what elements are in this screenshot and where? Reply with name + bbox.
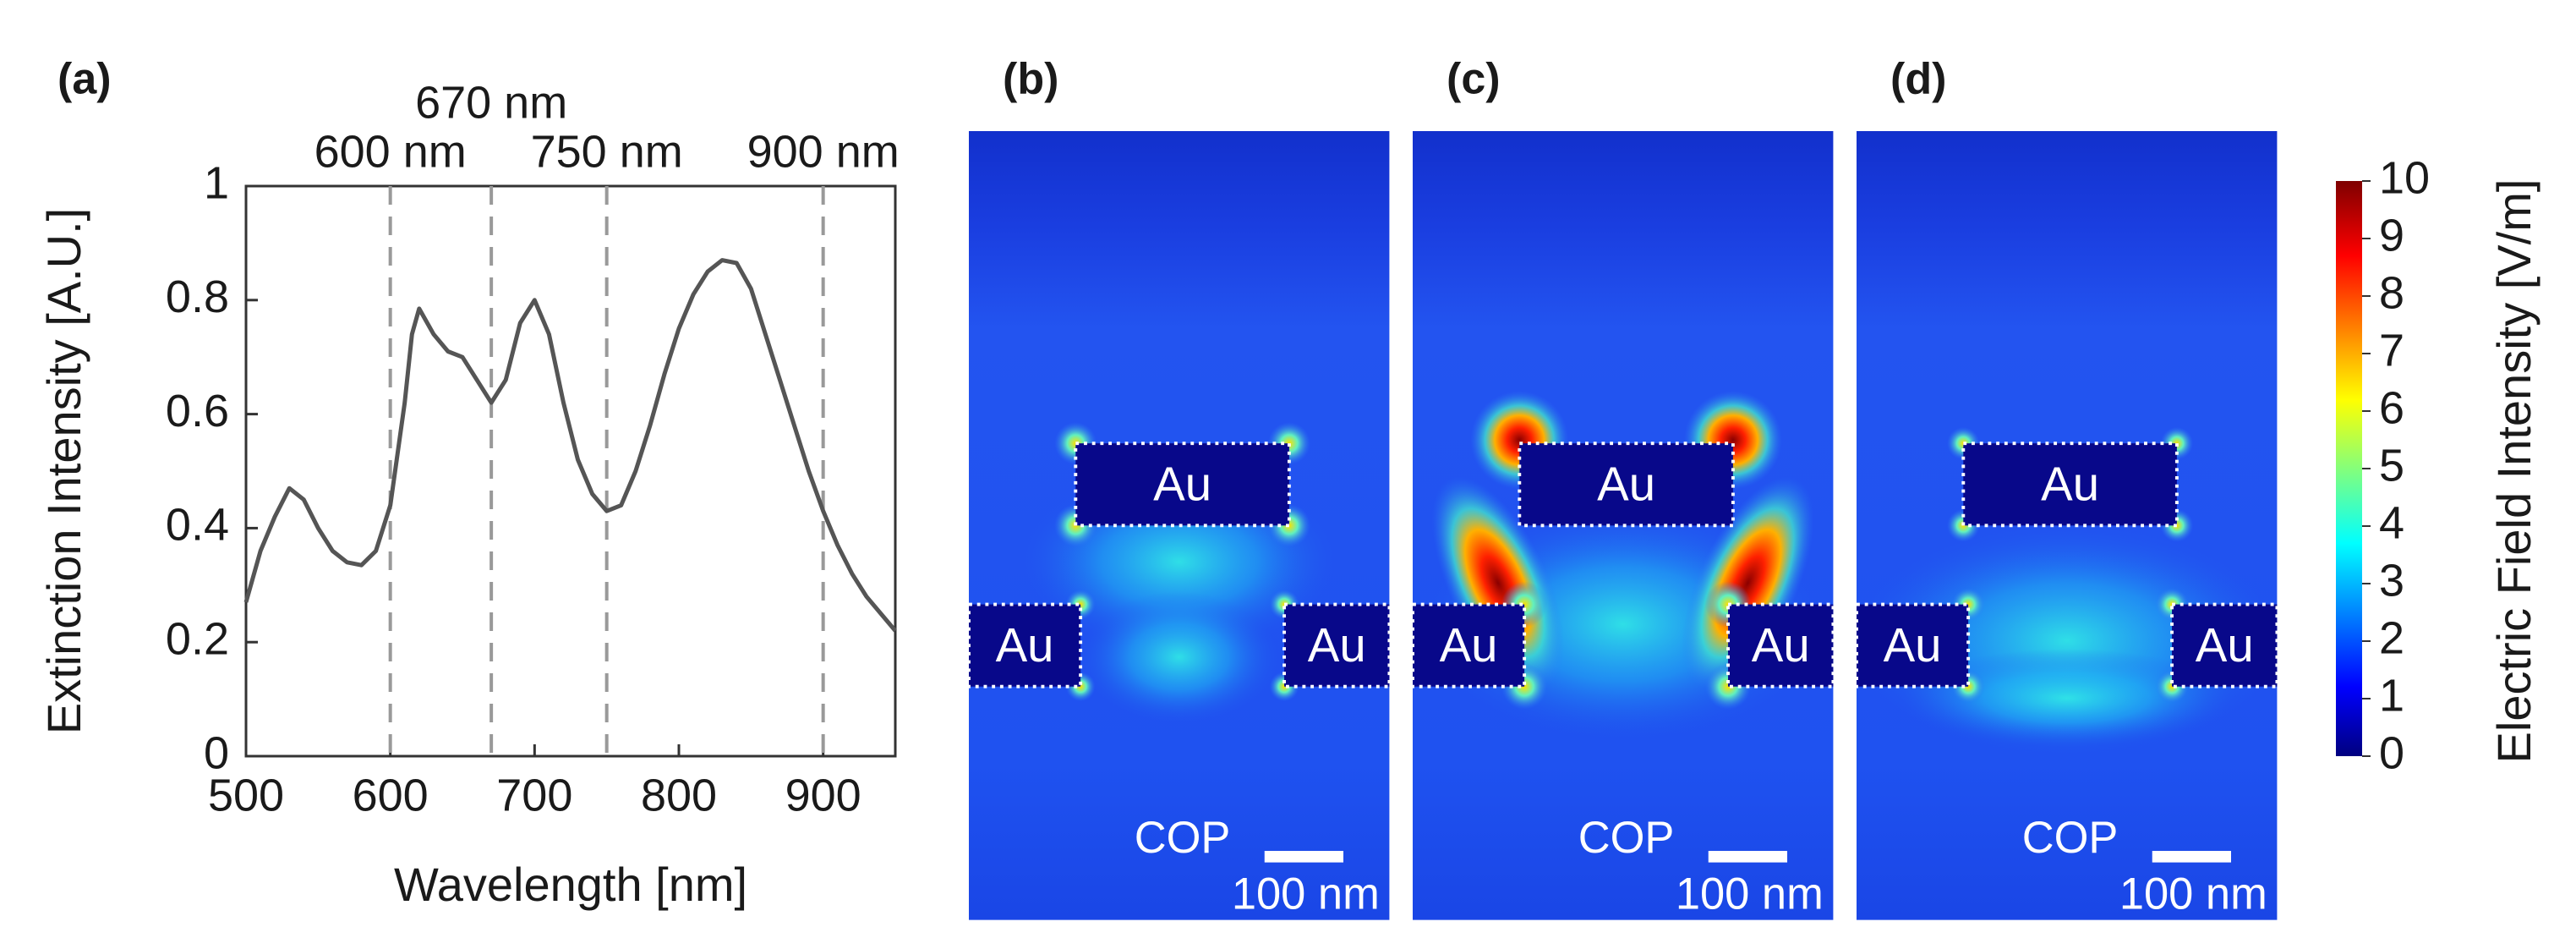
y-tick-label: 1 — [204, 157, 229, 208]
y-tick-label: 0.8 — [166, 272, 229, 322]
substrate-label: COP — [1135, 814, 1231, 863]
x-axis-title: Wavelength [nm] — [394, 858, 747, 911]
region-label: Au — [996, 618, 1054, 672]
marker-label: 900 nm — [747, 126, 900, 177]
colorbar-tick-label: 3 — [2379, 555, 2404, 606]
marker-label: 600 nm — [314, 126, 467, 177]
scale-bar — [1264, 851, 1344, 863]
scale-bar — [1708, 851, 1788, 863]
scale-bar-label: 100 nm — [1232, 869, 1380, 919]
panel-label: (d) — [1890, 55, 1946, 104]
marker-label: 750 nm — [531, 126, 683, 177]
y-axis-title: Extinction Intensity [A.U.] — [37, 208, 90, 734]
au-region — [967, 602, 1083, 688]
y-tick-label: 0.4 — [166, 500, 229, 551]
colorbar-tick-label: 2 — [2379, 612, 2404, 663]
region-label: Au — [1153, 458, 1211, 511]
au-region — [2170, 602, 2279, 688]
y-tick-label: 0 — [204, 727, 229, 778]
region-label: Au — [1440, 618, 1498, 672]
substrate-label: COP — [1578, 814, 1675, 863]
colorbar-tick-label: 6 — [2379, 382, 2404, 433]
scale-bar — [2152, 851, 2232, 863]
marker-label: 670 nm — [415, 77, 567, 128]
au-region — [1726, 602, 1835, 688]
region-label: Au — [1597, 458, 1655, 511]
au-region — [1283, 602, 1392, 688]
colorbar-tick-label: 1 — [2379, 670, 2404, 721]
au-region — [1518, 442, 1735, 528]
x-tick-label: 600 — [353, 770, 429, 820]
au-region — [1074, 442, 1291, 528]
colorbar-title: Electric Field Intensity [V/m] — [2487, 179, 2540, 764]
y-tick-label: 0.6 — [166, 386, 229, 436]
colorbar-tick-label: 9 — [2379, 210, 2404, 261]
region-label: Au — [2196, 618, 2254, 672]
colorbar — [2336, 181, 2362, 756]
colorbar-tick-label: 10 — [2379, 152, 2430, 203]
panel-label: (a) — [57, 55, 112, 104]
colorbar-tick-label: 0 — [2379, 727, 2404, 778]
scale-bar-label: 100 nm — [2119, 869, 2267, 919]
hotspot — [1431, 476, 1565, 690]
x-tick-label: 900 — [785, 770, 861, 820]
panel-label: (c) — [1447, 55, 1501, 104]
x-tick-label: 700 — [496, 770, 572, 820]
scale-bar-label: 100 nm — [1676, 869, 1824, 919]
colorbar-tick-label: 5 — [2379, 440, 2404, 491]
extinction-line — [243, 258, 897, 633]
x-tick-label: 800 — [641, 770, 717, 820]
plot-frame — [244, 184, 897, 758]
panel-label: (b) — [1003, 55, 1058, 104]
region-label: Au — [2041, 458, 2099, 511]
region-label: Au — [1884, 618, 1942, 672]
substrate-label: COP — [2022, 814, 2119, 863]
hotspot — [1080, 591, 1278, 723]
colorbar-tick-label: 8 — [2379, 267, 2404, 318]
au-region — [1855, 602, 1971, 688]
hotspot — [1682, 476, 1814, 690]
region-label: Au — [1752, 618, 1810, 672]
region-label: Au — [1308, 618, 1366, 672]
au-region — [1961, 442, 2179, 528]
y-tick-label: 0.2 — [166, 613, 229, 664]
hotspot — [1902, 649, 2232, 748]
colorbar-tick-label: 4 — [2379, 497, 2404, 548]
x-tick-label: 500 — [208, 770, 284, 820]
colorbar-tick-label: 7 — [2379, 325, 2404, 376]
au-region — [1411, 602, 1527, 688]
